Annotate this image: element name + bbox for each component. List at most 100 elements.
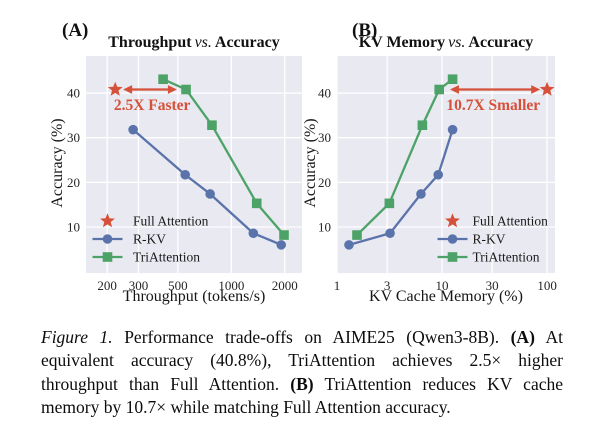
marker-circle bbox=[344, 240, 354, 250]
chart-b-title-right: Accuracy bbox=[468, 34, 534, 51]
marker-circle bbox=[180, 169, 191, 180]
y-tick-label: 40 bbox=[67, 86, 80, 101]
marker-square bbox=[447, 252, 458, 262]
marker-circle bbox=[447, 124, 458, 135]
y-tick-label: 20 bbox=[318, 175, 331, 190]
chart-a-title: Throughput vs. Accuracy bbox=[86, 34, 302, 52]
chart-b-xaxis-label: KV Cache Memory (%) bbox=[369, 288, 523, 305]
caption-figure-label: Figure 1. bbox=[41, 327, 113, 347]
chart-a-yaxis-label: Accuracy (%) bbox=[49, 118, 66, 208]
marker-square bbox=[447, 74, 458, 85]
series-r-kv bbox=[128, 124, 287, 250]
legend-item-triattention: TriAttention bbox=[437, 250, 540, 265]
charts-canvas: 2.5X Faster Full Attention R-KV TriAttentio… bbox=[67, 56, 557, 293]
plot-background bbox=[86, 56, 302, 273]
y-tick-label: 10 bbox=[318, 220, 331, 235]
legend-item-full-attention: Full Attention bbox=[445, 213, 549, 229]
x-tick-label: 2000 bbox=[272, 278, 298, 293]
x-tick-label: 10 bbox=[436, 278, 449, 293]
marker-circle bbox=[128, 124, 138, 135]
caption-segment: (B) bbox=[290, 373, 314, 394]
chart-panel-a: 2.5X Faster Full Attention R-KV TriAttentio… bbox=[67, 56, 302, 293]
legend-item-full-attention: Full Attention bbox=[100, 213, 209, 229]
chart-a-title-right: Accuracy bbox=[214, 34, 280, 51]
panel-b-tag: (B) bbox=[352, 20, 378, 41]
caption-segment: (A) bbox=[510, 327, 535, 347]
chart-panel-b: 10.7X Smaller Full Attention R-KV TriAttent… bbox=[318, 56, 557, 293]
marker-square bbox=[102, 252, 113, 262]
marker-square bbox=[434, 84, 445, 95]
x-tick-label: 3 bbox=[384, 278, 391, 293]
marker-star bbox=[539, 81, 555, 96]
y-tick-label: 30 bbox=[67, 130, 80, 145]
marker-circle bbox=[433, 169, 444, 180]
figure-caption: Figure 1. Performance trade-offs on AIME… bbox=[41, 326, 563, 420]
annotation-2-5x-faster: 2.5X Faster bbox=[114, 85, 191, 114]
y-tick-label: 40 bbox=[318, 86, 331, 101]
annotation-arrowhead-left bbox=[123, 85, 133, 94]
caption-segment: TriAttention reduces KV cache memory by … bbox=[41, 373, 563, 418]
x-tick-label: 300 bbox=[129, 278, 149, 293]
x-tick-label: 1 bbox=[334, 278, 341, 293]
y-tick-label: 30 bbox=[318, 130, 331, 145]
y-tick-label: 10 bbox=[67, 220, 80, 235]
marker-square bbox=[207, 120, 217, 131]
marker-circle bbox=[276, 240, 287, 250]
marker-circle bbox=[416, 189, 426, 199]
marker-star bbox=[107, 81, 123, 96]
annotation-arrowhead-right bbox=[167, 85, 177, 94]
marker-square bbox=[352, 230, 362, 240]
annotation-arrowhead-left bbox=[449, 85, 459, 94]
legend-label: TriAttention bbox=[133, 250, 200, 265]
caption-segment: At equivalent accuracy (40.8%), TriAtten… bbox=[41, 327, 563, 394]
legend-item-r-kv: R-KV bbox=[437, 232, 506, 247]
x-tick-label: 1000 bbox=[218, 278, 244, 293]
legend-label: Full Attention bbox=[473, 214, 549, 229]
legend-label: R-KV bbox=[133, 232, 166, 247]
marker-square bbox=[384, 198, 395, 209]
marker-star bbox=[445, 213, 460, 228]
marker-square bbox=[251, 198, 262, 209]
series-triattention bbox=[352, 74, 458, 240]
marker-square bbox=[158, 74, 168, 85]
y-tick-label: 20 bbox=[67, 175, 80, 190]
chart-a-title-vs: vs. bbox=[194, 34, 212, 51]
series-triattention bbox=[158, 74, 289, 240]
series-r-kv bbox=[344, 124, 458, 250]
legend-label: TriAttention bbox=[473, 250, 540, 265]
figure-charts: 2.5X Faster Full Attention R-KV TriAttentio… bbox=[49, 20, 557, 305]
chart-b-yaxis-label: Accuracy (%) bbox=[302, 118, 319, 208]
legend-item-triattention: TriAttention bbox=[92, 250, 200, 265]
marker-square bbox=[181, 84, 191, 95]
marker-square bbox=[417, 120, 428, 131]
marker-circle bbox=[447, 234, 458, 244]
annotation-arrowhead-right bbox=[531, 85, 541, 94]
marker-circle bbox=[248, 228, 259, 239]
annotation-label: 10.7X Smaller bbox=[446, 97, 540, 114]
annotation-10-7x-smaller: 10.7X Smaller bbox=[446, 85, 540, 114]
x-tick-label: 100 bbox=[537, 278, 557, 293]
marker-star bbox=[100, 213, 115, 228]
chart-b-title-vs: vs. bbox=[448, 34, 466, 51]
x-tick-label: 30 bbox=[486, 278, 499, 293]
marker-circle bbox=[102, 234, 113, 244]
marker-circle bbox=[385, 228, 395, 239]
legend: Full Attention R-KV TriAttention bbox=[437, 213, 549, 265]
chart-b-title: KV Memory vs. Accuracy bbox=[337, 34, 555, 52]
caption-segment: Performance trade-offs on AIME25 (Qwen3-… bbox=[112, 327, 511, 347]
legend-label: R-KV bbox=[473, 232, 506, 247]
chart-a-xaxis-label: Throughput (tokens/s) bbox=[122, 288, 266, 305]
annotation-label: 2.5X Faster bbox=[114, 97, 191, 114]
x-tick-label: 500 bbox=[168, 278, 188, 293]
marker-circle bbox=[205, 189, 215, 199]
legend: Full Attention R-KV TriAttention bbox=[92, 213, 209, 265]
panel-a-tag: (A) bbox=[62, 20, 89, 41]
chart-b-title-left: KV Memory bbox=[358, 34, 446, 51]
marker-square bbox=[279, 230, 289, 240]
legend-item-r-kv: R-KV bbox=[92, 232, 166, 247]
series-full-attention bbox=[539, 81, 555, 96]
series-full-attention bbox=[107, 81, 123, 96]
legend-label: Full Attention bbox=[133, 214, 209, 229]
x-tick-label: 200 bbox=[97, 278, 117, 293]
